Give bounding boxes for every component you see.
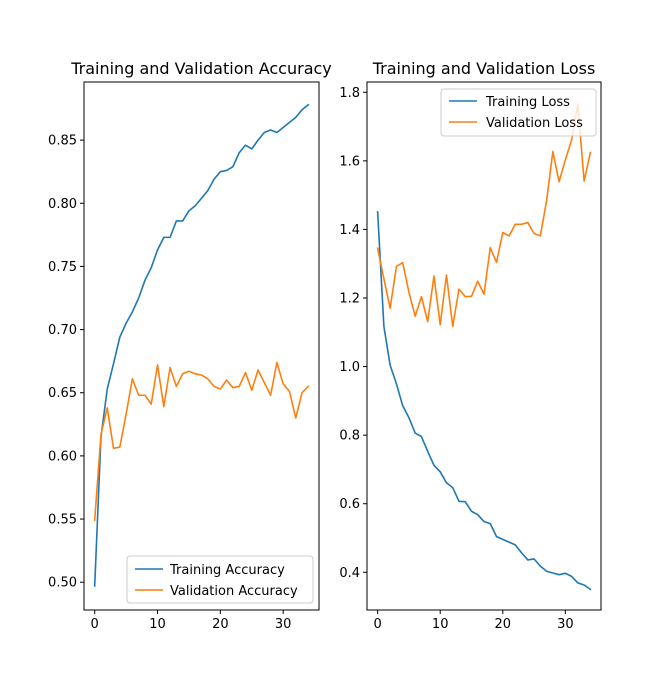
loss-y-axis: 0.4 0.6 0.8 1.0 1.2 1.4 1.6 1.8 [339,86,367,581]
accuracy-y-tick-label: 0.70 [48,323,77,338]
loss-series-training-line [376,211,592,591]
loss-axes-frame [366,81,602,611]
loss-y-tick-label: 0.4 [339,566,360,581]
loss-x-tick-label: 20 [494,617,511,632]
loss-series-layer [376,103,592,591]
accuracy-series-validation-line [93,361,310,522]
loss-series-validation-line [376,103,592,328]
accuracy-x-tick-label: 20 [212,617,229,632]
accuracy-x-tick-label: 30 [275,617,292,632]
accuracy-y-tick-label: 0.75 [48,260,77,275]
loss-x-axis: 0 10 20 30 [373,610,574,632]
loss-legend-label-validation: Validation Loss [486,116,583,131]
loss-y-tick-label: 1.6 [339,154,360,169]
loss-legend-label-training: Training Loss [485,95,570,110]
accuracy-y-tick-label: 0.50 [48,576,77,591]
loss-legend-box [440,88,597,137]
loss-legend: Training Loss Validation Loss [440,88,597,137]
accuracy-x-tick-label: 10 [149,617,166,632]
loss-y-tick-label: 1.4 [339,223,360,238]
loss-x-tick-label: 0 [373,617,381,632]
loss-y-tick-label: 0.8 [339,429,360,444]
accuracy-chart-title: Training and Validation Accuracy [70,59,332,78]
accuracy-legend-label-training: Training Accuracy [169,563,285,578]
loss-y-tick-label: 1.8 [339,86,360,101]
accuracy-y-tick-label: 0.80 [48,197,77,212]
accuracy-x-tick-label: 0 [91,617,99,632]
accuracy-y-tick-label: 0.60 [48,449,77,464]
accuracy-x-axis: 0 10 20 30 [91,610,292,632]
accuracy-legend-box [126,555,314,604]
loss-x-tick-label: 30 [557,617,574,632]
accuracy-y-tick-label: 0.55 [48,513,77,528]
accuracy-series-training-line [93,103,310,587]
accuracy-y-tick-label: 0.85 [48,134,77,149]
loss-chart: Training and Validation Loss 0 10 20 30 0.4… [339,59,602,632]
accuracy-y-axis: 0.50 0.55 0.60 0.65 0.70 0.75 0.80 0.85 [48,134,84,591]
loss-y-tick-label: 1.2 [339,292,360,307]
accuracy-legend-label-validation: Validation Accuracy [170,584,298,599]
accuracy-chart: Training and Validation Accuracy 0 10 20 30… [48,59,332,632]
loss-y-tick-label: 1.0 [339,360,360,375]
accuracy-legend: Training Accuracy Validation Accuracy [126,555,314,604]
accuracy-axes-frame [83,81,320,611]
loss-y-tick-label: 0.6 [339,497,360,512]
loss-x-tick-label: 10 [432,617,449,632]
accuracy-series-layer [93,103,310,587]
loss-chart-title: Training and Validation Loss [372,59,596,78]
accuracy-y-tick-label: 0.65 [48,386,77,401]
